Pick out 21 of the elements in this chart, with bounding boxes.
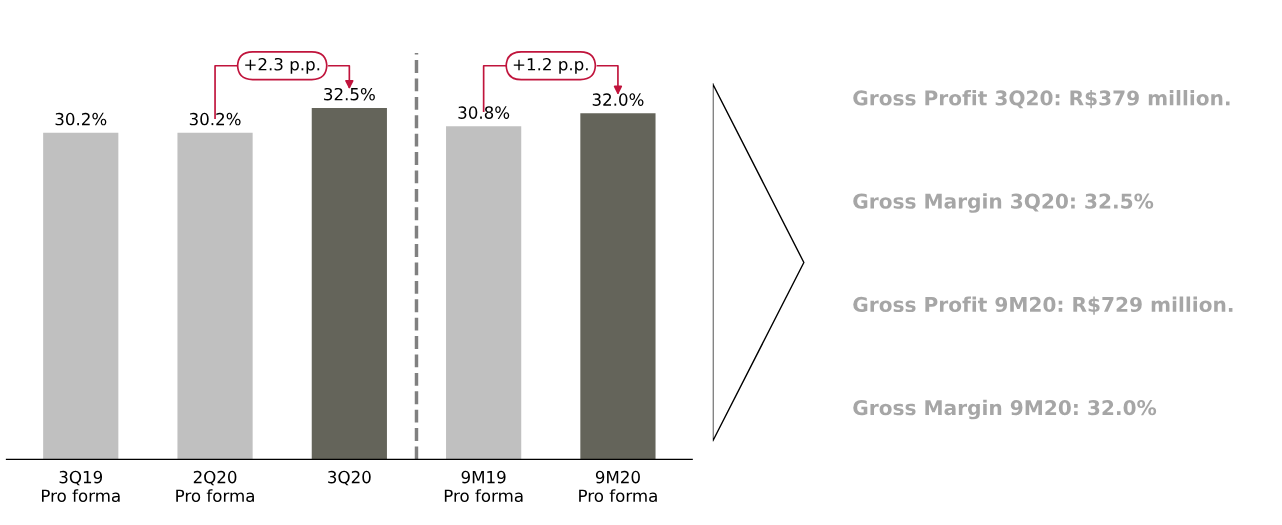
bar: [580, 113, 656, 460]
data-label: 30.8%: [458, 106, 510, 119]
text: Gross Margin 9M20: 32.0%: [853, 399, 1157, 420]
x-tick-label: 2Q20 Pro forma: [176, 470, 254, 503]
annotation: +2.3 p.p.: [245, 57, 320, 74]
text: Gross Margin 3Q20: 32.5%: [853, 193, 1154, 213]
bar: [177, 132, 253, 460]
annotation: +1.2 p.p.: [513, 57, 588, 74]
data-label: 32.5%: [324, 87, 375, 101]
data-label: 30.2%: [189, 112, 241, 126]
text: Gross Profit 9M20: R$729 million.: [853, 296, 1233, 315]
x-tick-label: 3Q20: [328, 470, 371, 486]
bar: [43, 132, 119, 460]
data-label: 30.2%: [55, 112, 107, 126]
bar: [446, 126, 522, 460]
text: Gross Profit 3Q20: R$379 million.: [853, 90, 1230, 109]
x-tick-label: 9M20 Pro forma: [579, 470, 657, 503]
data-label: 32.0%: [592, 93, 644, 106]
bar: [311, 107, 387, 460]
x-tick-label: 3Q19 Pro forma: [41, 470, 120, 503]
x-tick-label: 9M19 Pro forma: [444, 470, 523, 503]
